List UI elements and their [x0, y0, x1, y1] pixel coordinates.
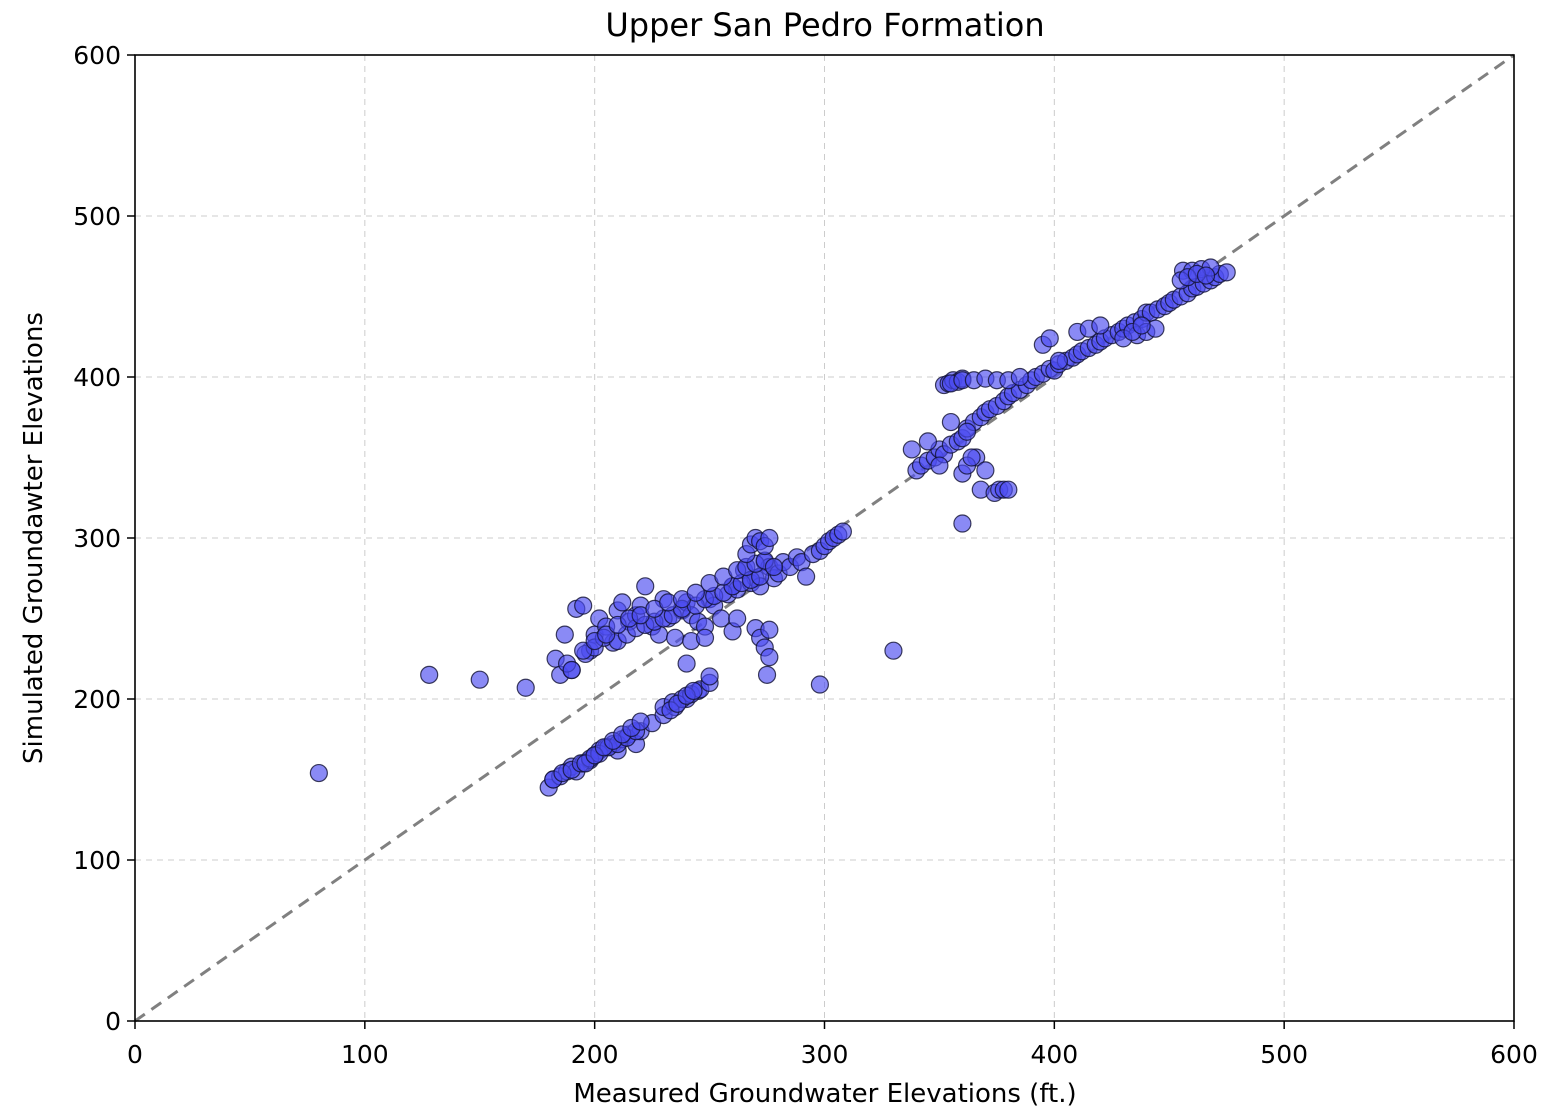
chart-title: Upper San Pedro Formation [605, 6, 1044, 44]
data-point [999, 480, 1018, 499]
data-point [470, 670, 489, 689]
y-tick-label: 400 [73, 363, 121, 392]
data-point [631, 712, 650, 731]
data-point [833, 522, 852, 541]
data-point [562, 660, 581, 680]
y-tick-label: 200 [73, 685, 121, 714]
data-points [309, 258, 1236, 797]
y-tick-label: 500 [73, 202, 121, 231]
y-tick-label: 0 [105, 1007, 121, 1036]
data-point [953, 514, 972, 533]
data-point [957, 422, 977, 441]
data-point [516, 678, 535, 697]
data-point [1217, 263, 1236, 282]
data-point [677, 654, 696, 673]
data-point [760, 620, 779, 639]
data-point [976, 461, 995, 480]
data-point [1049, 351, 1069, 370]
data-point [1010, 367, 1029, 387]
data-point [941, 412, 961, 432]
data-point [574, 596, 593, 615]
y-tick-label: 300 [73, 524, 121, 553]
data-point [810, 675, 830, 694]
data-point [700, 667, 719, 686]
data-point [728, 609, 747, 628]
x-tick-label: 300 [801, 1040, 849, 1069]
data-point [420, 665, 439, 684]
data-point [760, 648, 779, 667]
data-point [695, 628, 715, 647]
data-point [1132, 316, 1151, 335]
data-point [1196, 266, 1216, 285]
data-point [902, 440, 921, 459]
data-point [684, 681, 703, 701]
x-tick-label: 0 [127, 1040, 143, 1069]
y-tick-label: 600 [73, 41, 121, 70]
data-point [760, 528, 779, 548]
data-point [797, 567, 816, 586]
x-tick-label: 100 [341, 1040, 389, 1069]
data-point [636, 577, 655, 596]
x-tick-label: 400 [1030, 1040, 1078, 1069]
data-point [930, 456, 949, 475]
x-tick-label: 600 [1490, 1040, 1538, 1069]
data-point [1040, 329, 1059, 348]
data-point [613, 593, 632, 612]
y-axis-ticks: 0 100 200 300 400 500 600 [73, 41, 135, 1036]
data-point [555, 625, 574, 644]
data-point [764, 557, 784, 577]
x-tick-label: 200 [571, 1040, 619, 1069]
data-point [686, 583, 705, 602]
data-point [884, 641, 903, 660]
data-point [757, 665, 777, 684]
y-axis-label: Simulated Groundawter Elevations [19, 312, 49, 764]
data-point [918, 432, 938, 451]
data-point [309, 763, 328, 783]
x-axis-ticks: 0 100 200 300 400 500 600 [127, 1021, 1538, 1069]
data-point [1091, 316, 1110, 335]
x-axis-label: Measured Groundwater Elevations (ft.) [573, 1079, 1076, 1109]
data-point [962, 448, 981, 467]
x-tick-label: 500 [1260, 1040, 1308, 1069]
data-point [666, 628, 685, 647]
y-tick-label: 100 [73, 846, 121, 875]
